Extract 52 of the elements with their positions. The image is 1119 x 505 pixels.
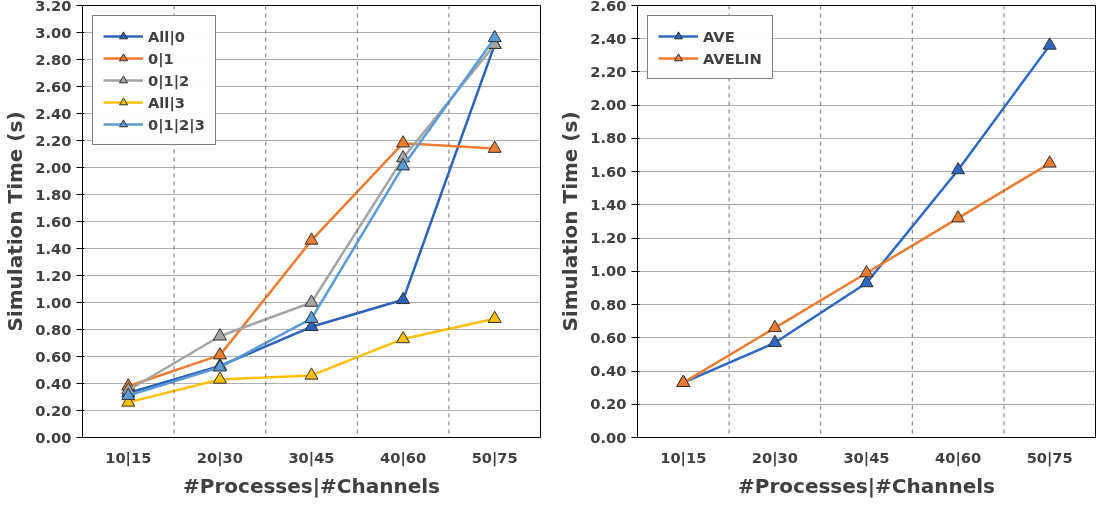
x-tick-label: 30|45	[288, 448, 335, 467]
y-tick-label: 2.40	[35, 104, 72, 122]
legend-label: All|0	[148, 27, 185, 45]
x-tick-label: 20|30	[196, 448, 243, 467]
x-axis-title: #Processes|#Channels	[738, 473, 995, 498]
y-tick-label: 2.60	[590, 0, 627, 14]
x-tick-label: 10|15	[660, 448, 707, 467]
y-tick-label: 2.60	[35, 77, 72, 95]
y-tick-label: 1.00	[590, 262, 627, 280]
legend-label: 0|1|2	[148, 71, 190, 89]
legend-label: All|3	[148, 93, 185, 111]
legend-label: 0|1|2|3	[148, 115, 205, 133]
x-tick-label: 40|60	[935, 448, 982, 467]
y-tick-label: 1.80	[35, 185, 72, 203]
x-tick-label: 50|75	[1026, 448, 1073, 467]
x-tick-label: 50|75	[471, 448, 518, 467]
x-tick-label: 40|60	[380, 448, 427, 467]
y-tick-label: 1.20	[590, 229, 627, 247]
y-tick-label: 0.80	[590, 295, 627, 313]
y-tick-label: 0.80	[35, 320, 72, 338]
y-tick-label: 0.00	[590, 428, 627, 446]
y-tick-label: 0.20	[590, 395, 627, 413]
y-tick-label: 0.60	[590, 328, 627, 346]
y-tick-label: 0.00	[35, 428, 72, 446]
y-tick-label: 1.40	[35, 239, 72, 257]
y-tick-label: 1.60	[590, 162, 627, 180]
y-tick-label: 3.20	[35, 0, 72, 14]
y-tick-label: 2.40	[590, 29, 627, 47]
y-tick-label: 1.60	[35, 212, 72, 230]
x-tick-label: 20|30	[751, 448, 798, 467]
y-tick-label: 2.80	[35, 50, 72, 68]
y-axis-title: Simulation Time (s)	[3, 111, 28, 332]
y-tick-label: 2.00	[590, 96, 627, 114]
legend-label: AVELIN	[703, 49, 762, 67]
y-tick-label: 1.00	[35, 293, 72, 311]
y-tick-label: 0.60	[35, 347, 72, 365]
x-tick-label: 10|15	[105, 448, 152, 467]
x-tick-label: 30|45	[843, 448, 890, 467]
x-axis-title: #Processes|#Channels	[183, 473, 440, 498]
y-tick-label: 1.40	[590, 195, 627, 213]
y-tick-label: 0.20	[35, 401, 72, 419]
y-axis-title: Simulation Time (s)	[558, 111, 583, 332]
y-tick-label: 2.20	[590, 62, 627, 80]
y-tick-label: 0.40	[590, 362, 627, 380]
y-tick-label: 2.20	[35, 131, 72, 149]
y-tick-label: 1.80	[590, 129, 627, 147]
legend-label: 0|1	[148, 49, 174, 67]
y-tick-label: 2.00	[35, 158, 72, 176]
y-tick-label: 1.20	[35, 266, 72, 284]
y-tick-label: 3.00	[35, 23, 72, 41]
legend-label: AVE	[703, 27, 735, 45]
y-tick-label: 0.40	[35, 374, 72, 392]
